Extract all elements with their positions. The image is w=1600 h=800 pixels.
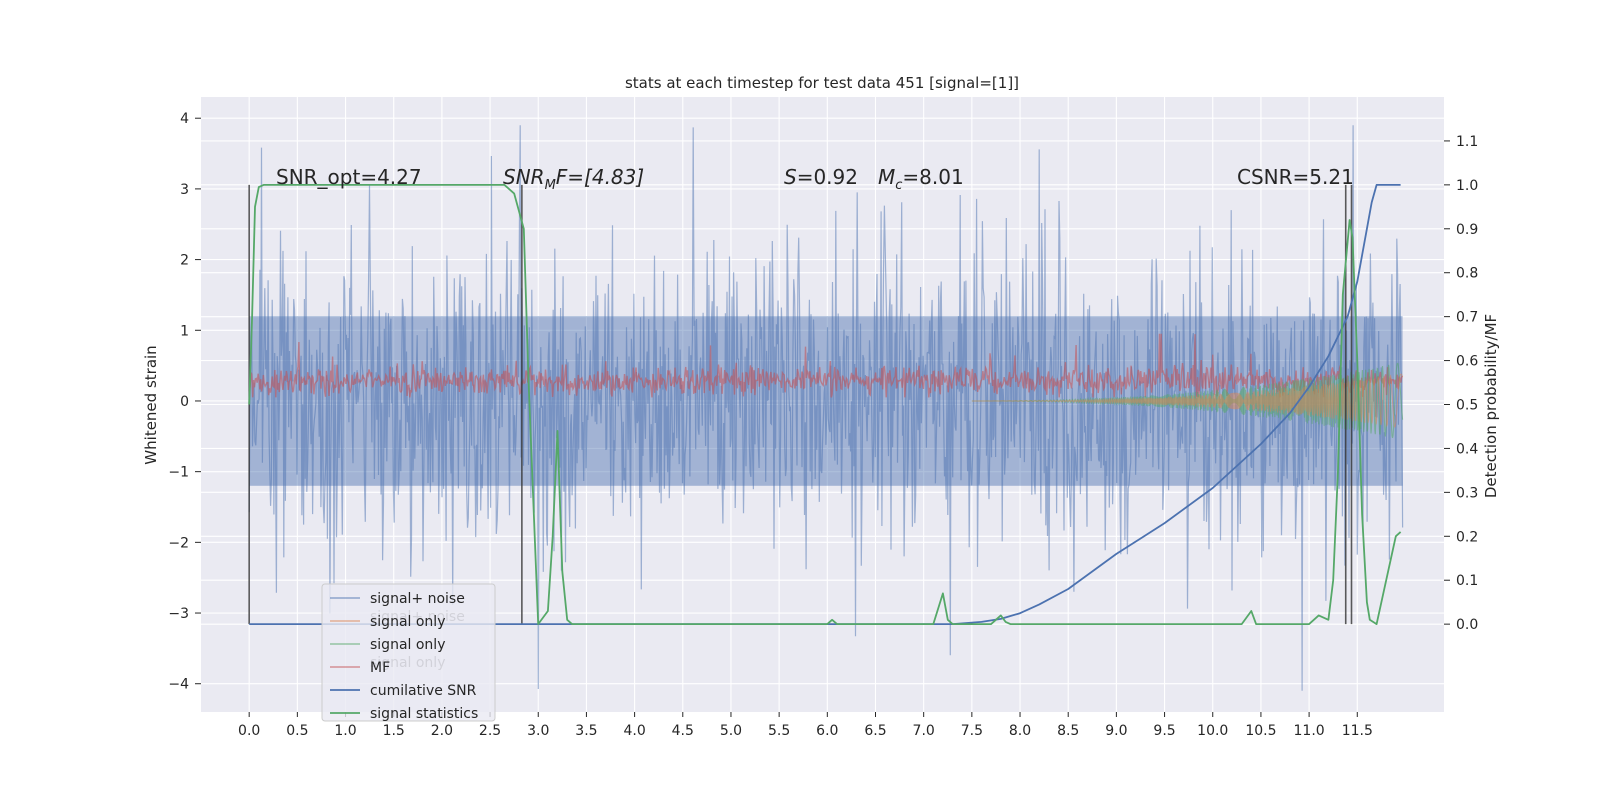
annotation-s-italic: S <box>784 165 797 189</box>
legend-box <box>321 583 496 722</box>
x-tick-label: 6.0 <box>816 723 838 739</box>
annotation-snr-mf-rest: F=[4.83] <box>556 165 644 189</box>
annotation-s-value: =0.92 <box>797 165 858 189</box>
x-ticks: 0.0 0.5 1.0 1.5 2.0 2.5 3.0 3.5 4.0 4.5 5.0 5.5 6.0 6… <box>238 712 1373 739</box>
y-right-tick-label: 0.5 <box>1456 398 1478 414</box>
legend-ghost-label-1: signal+ noise <box>370 609 465 625</box>
annotation-s: S=0.92 <box>784 165 858 189</box>
annotation-mc-italic: M <box>878 165 895 189</box>
legend-label: signal only <box>370 637 445 653</box>
y-right-tick-label: 0.4 <box>1456 441 1478 457</box>
y-right-tick-label: 0.6 <box>1456 354 1478 370</box>
x-tick-label: 2.5 <box>479 723 501 739</box>
y-left-tick-label: 1 <box>180 323 189 339</box>
legend-label: signal+ noise <box>370 591 465 607</box>
series-signal-only-orange <box>971 373 1404 429</box>
y-ticks-right: 0.0 0.1 0.2 0.3 0.4 0.5 0.6 0.7 0.8 0.9 1.0 1.1 <box>1444 134 1478 633</box>
x-tick-label: 5.5 <box>768 723 790 739</box>
legend-ghost-label-2: signal only <box>370 655 445 671</box>
x-tick-label: 5.0 <box>720 723 742 739</box>
legend-label: signal statistics <box>370 706 478 722</box>
y-right-tick-label: 0.1 <box>1456 573 1478 589</box>
annotation-mc-value: =8.01 <box>902 165 963 189</box>
x-tick-label: 10.0 <box>1197 723 1228 739</box>
annotation-mc-sub: c <box>895 178 902 193</box>
series-cumulative-snr <box>249 184 1401 625</box>
x-tick-label: 7.0 <box>913 723 935 739</box>
y-right-tick-label: 0.3 <box>1456 485 1478 501</box>
y-left-tick-label: 3 <box>180 182 189 198</box>
annotation-csnr: CSNR=5.21 <box>1237 165 1354 189</box>
x-tick-label: 8.0 <box>1009 723 1031 739</box>
y-left-tick-label: 4 <box>180 111 189 127</box>
y-right-tick-label: 0.8 <box>1456 266 1478 282</box>
mf-series <box>248 333 1404 398</box>
y-ticks-left: −4 −3 −2 −1 0 1 2 3 4 <box>168 111 201 693</box>
x-tick-label: 6.5 <box>864 723 886 739</box>
y-left-tick-label: −1 <box>168 465 189 481</box>
y-right-tick-label: 0.0 <box>1456 617 1478 633</box>
x-tick-label: 4.0 <box>623 723 645 739</box>
x-tick-label: 9.0 <box>1105 723 1127 739</box>
y-right-tick-label: 0.9 <box>1456 222 1478 238</box>
y-axis-label-right: Detection probability/MF <box>1482 314 1500 498</box>
y-left-tick-label: 2 <box>180 253 189 269</box>
x-tick-label: 9.5 <box>1153 723 1175 739</box>
y-left-tick-label: −2 <box>168 535 189 551</box>
series-signal-statistics <box>248 184 1402 625</box>
x-tick-label: 11.5 <box>1342 723 1373 739</box>
signal-only-series <box>971 362 1404 439</box>
x-tick-label: 0.5 <box>286 723 308 739</box>
line-series <box>248 184 1402 625</box>
x-tick-label: 4.5 <box>672 723 694 739</box>
x-tick-label: 1.0 <box>334 723 356 739</box>
y-left-tick-label: 0 <box>180 394 189 410</box>
annotation-snr-mf: SNRMF=[4.83] <box>503 165 644 193</box>
y-right-tick-label: 1.0 <box>1456 178 1478 194</box>
x-tick-label: 8.5 <box>1057 723 1079 739</box>
y-right-tick-label: 1.1 <box>1456 134 1478 150</box>
x-tick-label: 1.5 <box>383 723 405 739</box>
x-tick-label: 2.0 <box>431 723 453 739</box>
x-tick-label: 7.5 <box>961 723 983 739</box>
legend-label: signal only <box>370 614 445 630</box>
x-tick-label: 0.0 <box>238 723 260 739</box>
y-right-tick-label: 0.7 <box>1456 310 1478 326</box>
series-mf <box>248 333 1404 398</box>
x-tick-label: 3.0 <box>527 723 549 739</box>
y-right-tick-label: 0.2 <box>1456 529 1478 545</box>
legend-label: MF <box>370 660 390 676</box>
x-tick-label: 10.5 <box>1245 723 1276 739</box>
y-left-tick-label: −4 <box>168 677 189 693</box>
annotation-snr-mf-sub: M <box>545 178 556 193</box>
annotations: SNR_opt=4.27 SNRMF=[4.83] S=0.92 Mc=8.01… <box>276 165 1354 193</box>
x-tick-label: 11.0 <box>1294 723 1325 739</box>
legend-label: cumilative SNR <box>370 683 477 699</box>
chart-title: stats at each timestep for test data 451… <box>625 74 1019 92</box>
legend: signal+ noise signal only signal+ noises… <box>321 583 496 722</box>
x-tick-label: 3.5 <box>575 723 597 739</box>
annotation-snr-opt: SNR_opt=4.27 <box>276 165 422 189</box>
y-axis-label-left: Whitened strain <box>142 345 160 464</box>
y-left-tick-label: −3 <box>168 606 189 622</box>
annotation-snr-mf-main: SNR <box>503 165 545 189</box>
annotation-mc: Mc=8.01 <box>878 165 964 193</box>
